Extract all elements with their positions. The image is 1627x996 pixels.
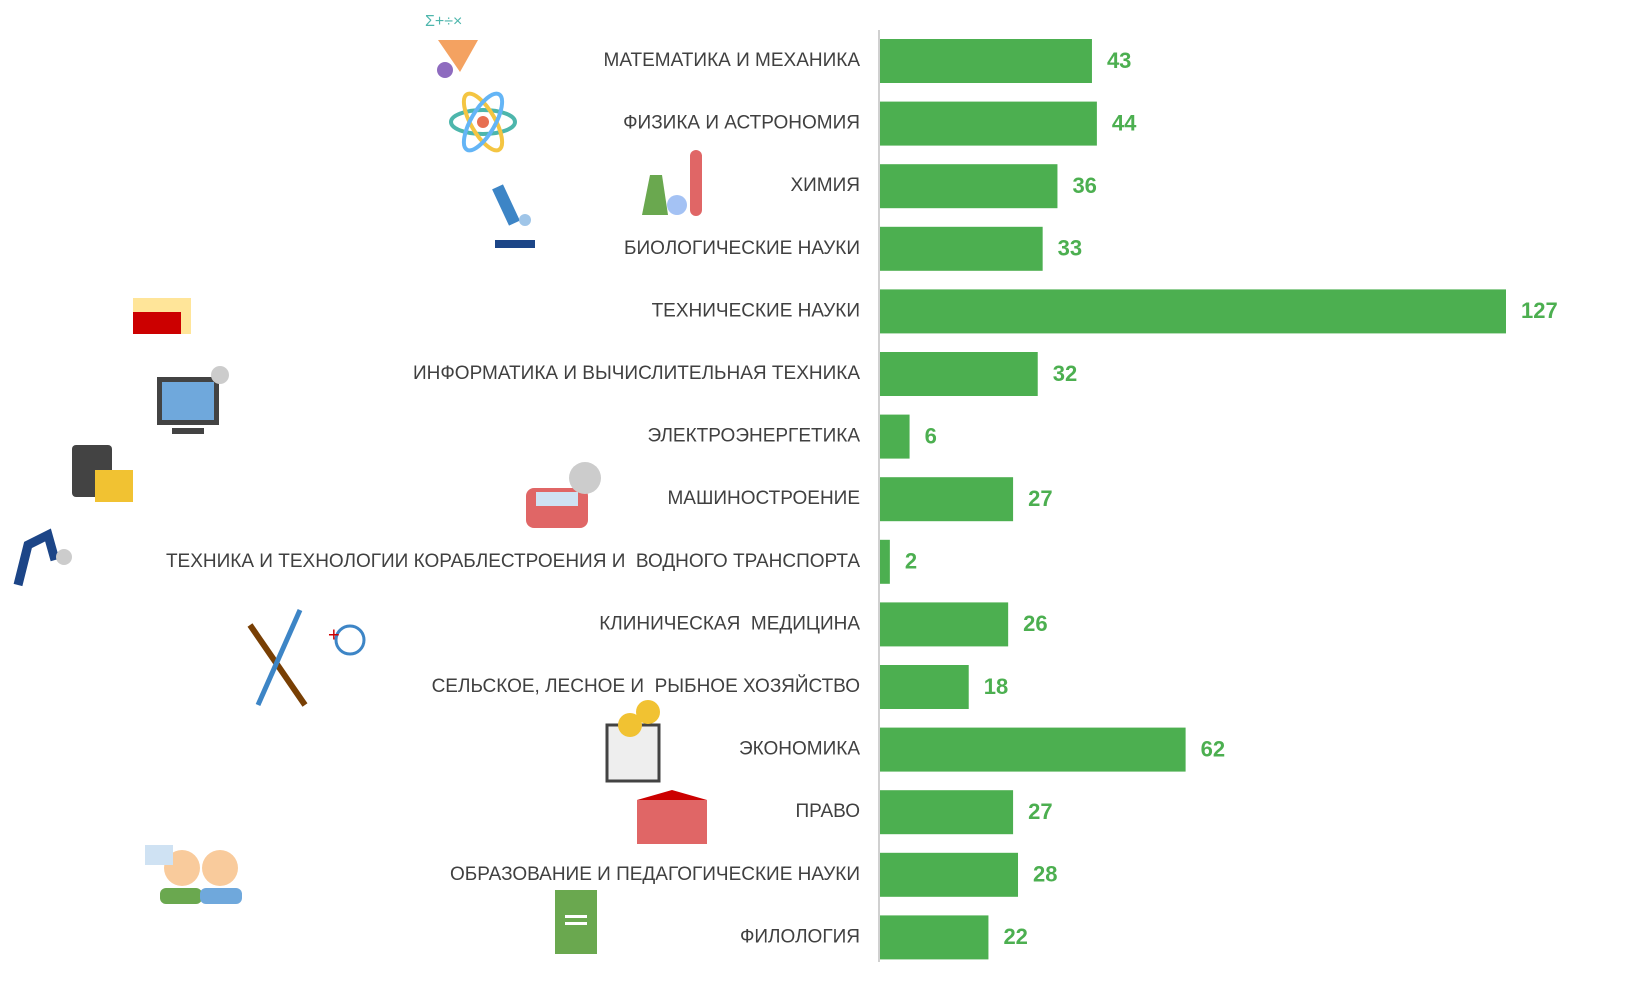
value-label: 27 xyxy=(1028,486,1052,511)
bar xyxy=(880,852,1019,897)
bar xyxy=(880,39,1092,83)
bar xyxy=(880,226,1043,271)
value-label: 22 xyxy=(1003,924,1027,949)
value-label: 127 xyxy=(1521,298,1558,323)
value-label: 36 xyxy=(1072,173,1096,198)
icon-building xyxy=(637,790,707,844)
bar xyxy=(880,539,890,584)
category-label: МАШИНОСТРОЕНИЕ xyxy=(667,488,860,509)
category-label: ФИЛОЛОГИЯ xyxy=(740,926,860,947)
icon-microscope xyxy=(492,184,535,248)
category-label: БИОЛОГИЧЕСКИЕ НАУКИ xyxy=(624,238,860,259)
icon-chemistry xyxy=(642,150,702,216)
bar xyxy=(880,915,989,960)
category-label: ИНФОРМАТИКА И ВЫЧИСЛИТЕЛЬНАЯ ТЕХНИКА xyxy=(413,363,860,384)
icon-coins xyxy=(605,700,661,783)
bar xyxy=(880,602,1009,647)
bar xyxy=(880,414,910,459)
bar xyxy=(880,477,1014,522)
icon-atom xyxy=(449,91,517,153)
bar xyxy=(880,352,1038,396)
category-label: КЛИНИЧЕСКАЯ МЕДИЦИНА xyxy=(599,613,860,634)
bar xyxy=(880,164,1058,209)
icon-car xyxy=(526,462,601,528)
icon-bricks xyxy=(133,298,191,334)
icon-robot xyxy=(13,528,72,587)
value-label: 32 xyxy=(1053,361,1077,386)
value-label: 62 xyxy=(1201,736,1225,761)
category-label: ХИМИЯ xyxy=(790,175,860,196)
value-label: 2 xyxy=(905,549,917,574)
icon-phone xyxy=(72,445,133,502)
bar xyxy=(880,101,1097,146)
category-label: ТЕХНИЧЕСКИЕ НАУКИ xyxy=(652,300,860,321)
value-label: 44 xyxy=(1112,110,1137,135)
value-label: 18 xyxy=(984,674,1008,699)
svg-text:Σ+÷×: Σ+÷× xyxy=(425,13,462,30)
bar xyxy=(880,665,969,709)
category-label: ТЕХНИКА И ТЕХНОЛОГИИ КОРАБЛЕСТРОЕНИЯ И В… xyxy=(166,551,860,572)
value-label: 28 xyxy=(1033,862,1057,887)
category-label: ЭЛЕКТРОЭНЕРГЕТИКА xyxy=(647,426,860,447)
icon-math: Σ+÷× xyxy=(425,13,478,78)
category-label: ЭКОНОМИКА xyxy=(739,739,860,760)
icons: Σ+÷× + xyxy=(13,13,707,954)
value-label: 43 xyxy=(1107,48,1131,73)
category-label: ФИЗИКА И АСТРОНОМИЯ xyxy=(623,113,860,134)
value-label: 27 xyxy=(1028,799,1052,824)
value-label: 33 xyxy=(1058,236,1082,261)
svg-text:+: + xyxy=(328,624,340,646)
icon-tools: + xyxy=(247,608,366,707)
category-label: СЕЛЬСКОЕ, ЛЕСНОЕ И РЫБНОЕ ХОЗЯЙСТВО xyxy=(432,675,860,697)
category-label: ПРАВО xyxy=(795,801,860,822)
icon-monitor xyxy=(157,366,229,434)
bar xyxy=(880,289,1506,334)
icon-book xyxy=(555,890,597,954)
bar xyxy=(880,727,1186,772)
bar xyxy=(880,790,1014,835)
category-label: МАТЕМАТИКА И МЕХАНИКА xyxy=(604,50,861,71)
value-label: 6 xyxy=(925,423,937,448)
icon-students xyxy=(145,845,242,904)
category-label: ОБРАЗОВАНИЕ И ПЕДАГОГИЧЕСКИЕ НАУКИ xyxy=(450,864,860,885)
value-label: 26 xyxy=(1023,611,1047,636)
